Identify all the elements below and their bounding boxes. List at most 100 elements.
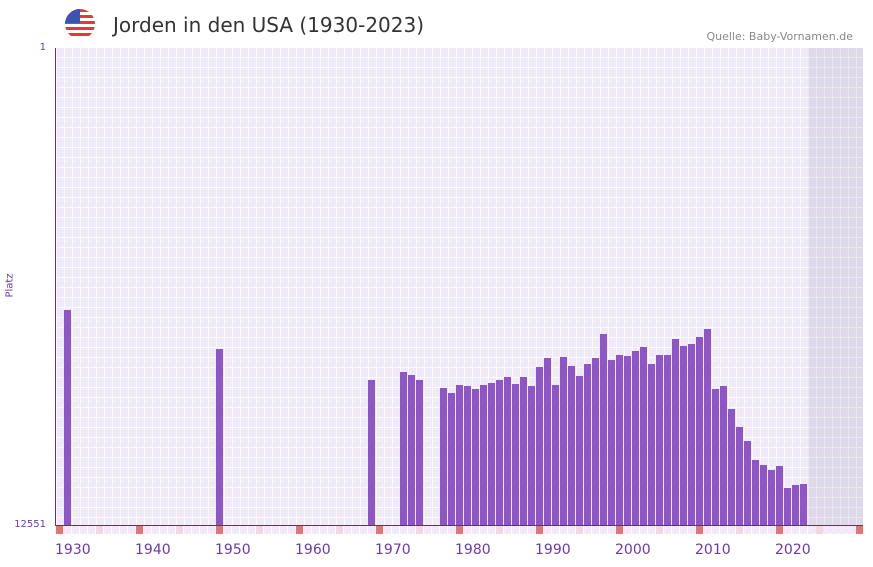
year-marker	[120, 526, 127, 534]
bar-1986[interactable]	[504, 376, 511, 525]
year-marker	[440, 526, 447, 534]
bar-2013[interactable]	[720, 386, 727, 525]
year-marker	[688, 526, 695, 534]
bar-1992[interactable]	[552, 384, 559, 525]
bar-1975[interactable]	[416, 379, 423, 525]
x-tick-label: 2000	[615, 542, 651, 558]
year-marker	[240, 526, 247, 534]
bar-2023[interactable]	[800, 483, 807, 525]
source-label: Quelle: Baby-Vornamen.de	[706, 30, 853, 43]
bar-1990[interactable]	[536, 367, 543, 525]
bar-2008[interactable]	[680, 345, 687, 525]
bar-1931[interactable]	[64, 309, 71, 525]
year-marker	[544, 526, 551, 534]
bar-1983[interactable]	[480, 384, 487, 525]
bar-2010[interactable]	[696, 337, 703, 525]
chart-title: Jorden in den USA (1930-2023)	[113, 13, 425, 37]
year-marker	[664, 526, 671, 534]
year-marker	[272, 526, 279, 534]
bar-1973[interactable]	[400, 371, 407, 525]
bar-1989[interactable]	[528, 386, 535, 525]
bar-1996[interactable]	[584, 363, 591, 525]
bar-2018[interactable]	[760, 464, 767, 525]
year-marker	[168, 526, 175, 534]
bar-1998[interactable]	[600, 334, 607, 525]
bar-1974[interactable]	[408, 374, 415, 525]
year-marker	[584, 526, 591, 534]
year-marker	[512, 526, 519, 534]
bar-1969[interactable]	[368, 379, 375, 525]
bar-2003[interactable]	[640, 347, 647, 525]
x-tick-label: 1980	[455, 542, 491, 558]
bar-1979[interactable]	[448, 392, 455, 525]
year-marker	[608, 526, 615, 534]
bar-2002[interactable]	[632, 350, 639, 525]
bar-2000[interactable]	[616, 354, 623, 525]
year-marker	[400, 526, 407, 534]
bar-1994[interactable]	[568, 366, 575, 525]
bar-2017[interactable]	[752, 460, 759, 525]
year-marker	[64, 526, 71, 534]
bar-2001[interactable]	[624, 355, 631, 525]
bar-2022[interactable]	[792, 484, 799, 525]
year-marker	[480, 526, 487, 534]
bar-1978[interactable]	[440, 387, 447, 525]
half-decade-marker	[656, 526, 663, 534]
year-marker	[152, 526, 159, 534]
year-marker	[840, 526, 847, 534]
bar-1984[interactable]	[488, 383, 495, 525]
bar-1980[interactable]	[456, 384, 463, 525]
bar-2020[interactable]	[776, 466, 783, 525]
half-decade-marker	[496, 526, 503, 534]
year-marker	[448, 526, 455, 534]
decade-marker	[696, 526, 703, 534]
bar-1987[interactable]	[512, 383, 519, 525]
bar-2016[interactable]	[744, 441, 751, 525]
year-marker	[792, 526, 799, 534]
incomplete-years-shade	[808, 48, 863, 533]
plot-area	[56, 48, 863, 533]
decade-marker	[376, 526, 383, 534]
year-marker	[832, 526, 839, 534]
bar-1991[interactable]	[544, 357, 551, 525]
half-decade-marker	[96, 526, 103, 534]
bar-1995[interactable]	[576, 376, 583, 525]
bar-2021[interactable]	[784, 487, 791, 525]
bar-2009[interactable]	[688, 344, 695, 525]
bar-1999[interactable]	[608, 360, 615, 525]
year-marker	[720, 526, 727, 534]
year-marker	[232, 526, 239, 534]
year-marker	[328, 526, 335, 534]
year-marker	[848, 526, 855, 534]
bar-1997[interactable]	[592, 357, 599, 525]
bar-1950[interactable]	[216, 348, 223, 525]
bar-1993[interactable]	[560, 357, 567, 525]
bar-2004[interactable]	[648, 363, 655, 525]
y-axis-line	[55, 48, 56, 525]
year-marker	[784, 526, 791, 534]
bar-1982[interactable]	[472, 389, 479, 525]
x-tick-label: 1940	[135, 542, 171, 558]
x-tick-label: 1950	[215, 542, 251, 558]
bar-2006[interactable]	[664, 354, 671, 525]
bar-2011[interactable]	[704, 328, 711, 525]
bar-1988[interactable]	[520, 376, 527, 525]
us-flag-icon	[65, 9, 95, 39]
year-marker	[472, 526, 479, 534]
bar-1985[interactable]	[496, 379, 503, 525]
bar-2019[interactable]	[768, 470, 775, 525]
bar-2012[interactable]	[712, 389, 719, 525]
year-marker	[352, 526, 359, 534]
year-marker	[312, 526, 319, 534]
x-tick-label: 2020	[775, 542, 811, 558]
bar-2005[interactable]	[656, 354, 663, 525]
year-marker	[104, 526, 111, 534]
bar-2015[interactable]	[736, 426, 743, 525]
bar-2007[interactable]	[672, 338, 679, 525]
year-marker	[592, 526, 599, 534]
year-marker	[704, 526, 711, 534]
year-marker	[408, 526, 415, 534]
bar-1981[interactable]	[464, 386, 471, 525]
year-marker	[144, 526, 151, 534]
bar-2014[interactable]	[728, 408, 735, 525]
